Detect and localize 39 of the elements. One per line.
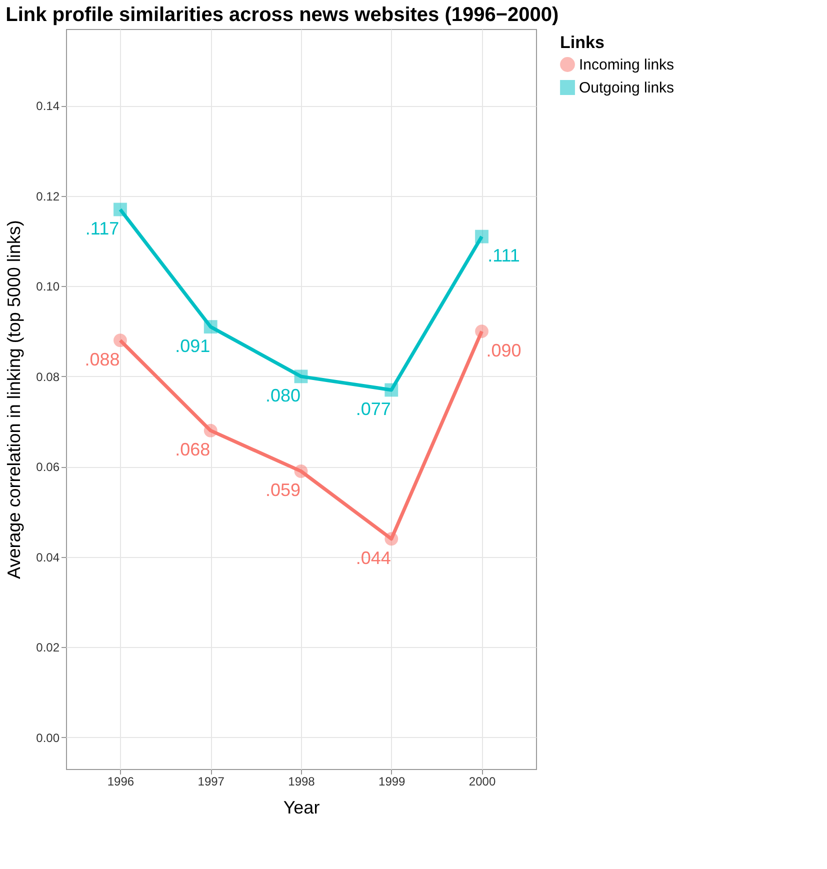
point	[294, 464, 308, 478]
x-tick-label: 1997	[198, 774, 225, 788]
data-label: .088	[84, 349, 120, 370]
point	[204, 320, 218, 334]
x-tick-label: 1998	[288, 774, 316, 788]
data-label: .117	[85, 218, 120, 238]
point	[384, 532, 398, 546]
y-tick-label: 0.04	[36, 550, 60, 564]
y-tick-label: 0.02	[36, 640, 60, 655]
point	[384, 383, 398, 397]
data-label: .077	[356, 398, 391, 419]
point	[294, 370, 308, 384]
data-label: .090	[486, 340, 522, 360]
point	[475, 324, 488, 338]
y-tick-label: 0.10	[36, 280, 60, 294]
legend-title: Links	[560, 33, 604, 52]
y-tick-label: 0.06	[36, 460, 60, 474]
point	[114, 334, 127, 348]
data-label: .080	[265, 385, 301, 406]
x-axis-title: Year	[283, 798, 320, 818]
data-label: .111	[488, 246, 520, 266]
data-label: .091	[175, 336, 210, 356]
y-tick-label: 0.08	[36, 370, 60, 384]
data-label: .068	[175, 440, 210, 460]
x-tick-label: 2000	[468, 774, 496, 788]
y-tick-label: 0.14	[36, 99, 60, 114]
x-tick-label: 1999	[378, 774, 406, 788]
chart-title: Link profile similarities across news websites (1996−2000)	[6, 4, 559, 26]
x-tick-label: 1996	[107, 774, 134, 788]
data-label: .059	[265, 480, 301, 500]
y-tick-label: 0.00	[36, 730, 60, 745]
legend-label: Outgoing links	[579, 80, 674, 96]
data-label: .044	[356, 548, 391, 568]
point	[114, 202, 127, 216]
legend-label: Incoming links	[579, 56, 674, 74]
point	[475, 230, 488, 244]
y-tick-label: 0.12	[36, 189, 60, 204]
y-axis-title: Average correlation in linking (top 5000 links)	[4, 220, 24, 579]
point	[204, 424, 218, 438]
